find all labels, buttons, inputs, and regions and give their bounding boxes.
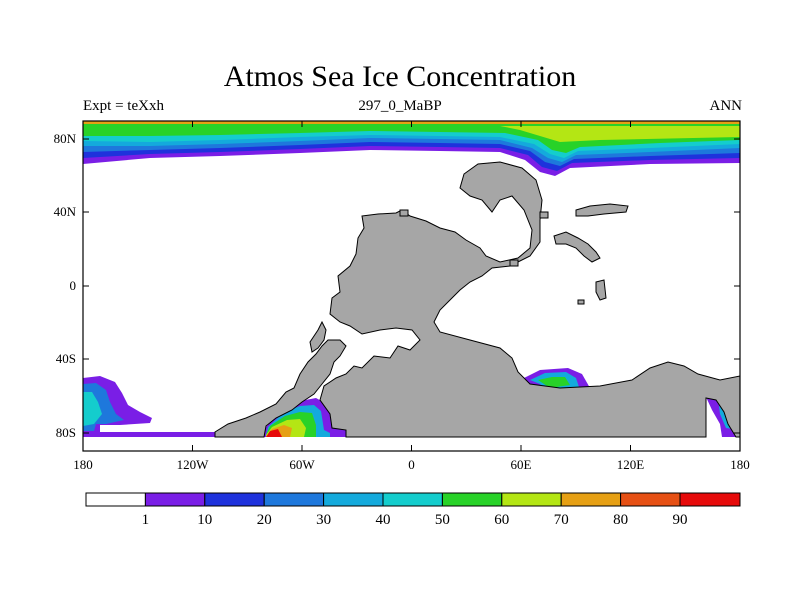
colorbar-box (560, 492, 622, 507)
y-tick-labels: 80N 40N 0 40S 80S (54, 131, 77, 440)
y-tick-label: 80N (54, 131, 77, 146)
experiment-label: Expt = teXxh (83, 98, 164, 114)
colorbar-label: 80 (613, 512, 628, 528)
island-east-2 (575, 203, 629, 217)
colorbar-box (382, 492, 443, 507)
map-title: Atmos Sea Ice Concentration (223, 60, 577, 93)
southern-peninsula (309, 320, 327, 353)
island-east-1 (553, 231, 601, 263)
colorbar-labels: 1 10 20 30 40 50 60 70 80 90 (142, 512, 688, 528)
colorbar-box (679, 492, 741, 507)
colorbar-box (204, 492, 265, 507)
colorbar-label: 70 (554, 512, 569, 528)
map-plot-area (83, 121, 740, 451)
x-tick-label: 180 (73, 457, 93, 472)
island-east-3 (595, 279, 607, 301)
island-east-5 (539, 211, 549, 219)
x-tick-labels: 180 120W 60W 0 60E 120E 180 (73, 457, 750, 472)
island-east-4 (577, 299, 585, 305)
axis-ticks (82, 121, 741, 451)
season-label: ANN (709, 98, 743, 114)
y-tick-label: 80S (56, 425, 76, 440)
x-tick-label: 60E (511, 457, 532, 472)
colorbar-box (85, 492, 146, 507)
pacific-ice-inner (83, 392, 102, 426)
island-mid (509, 259, 519, 267)
colorbar-label: 20 (257, 512, 272, 528)
pangea-main-landmass (319, 161, 740, 438)
time-label: 297_0_MaBP (358, 98, 442, 114)
indian-sector-sea-ice (524, 368, 634, 392)
x-tick-label: 120E (617, 457, 645, 472)
x-tick-label: 120W (177, 457, 210, 472)
colorbar-label: 60 (494, 512, 509, 528)
x-tick-label: 0 (408, 457, 415, 472)
x-tick-label: 60W (289, 457, 315, 472)
x-tick-label: 180 (730, 457, 750, 472)
colorbar-label: 90 (673, 512, 688, 528)
colorbar-box (323, 492, 384, 507)
indian-ice-l6 (538, 377, 570, 388)
colorbar-label: 30 (316, 512, 331, 528)
colorbar-box (620, 492, 681, 507)
colorbar-label: 50 (435, 512, 450, 528)
y-tick-label: 40S (56, 351, 76, 366)
arctic-sea-ice (83, 121, 740, 176)
antarctic-coast (214, 339, 347, 438)
colorbar (85, 492, 741, 507)
southern-pacific-sea-ice (83, 376, 215, 437)
y-tick-label: 40N (54, 204, 77, 219)
weddell-ice-l10 (266, 429, 282, 437)
colorbar-label: 40 (376, 512, 391, 528)
arctic-ice-level-7 (500, 126, 740, 142)
land-masses (214, 161, 740, 438)
colorbar-box (263, 492, 325, 507)
y-tick-label: 0 (70, 278, 77, 293)
island-north (399, 209, 409, 217)
colorbar-box (501, 492, 562, 507)
colorbar-box (144, 492, 206, 507)
colorbar-label: 10 (197, 512, 212, 528)
colorbar-label: 1 (142, 512, 150, 528)
colorbar-box (441, 492, 503, 507)
